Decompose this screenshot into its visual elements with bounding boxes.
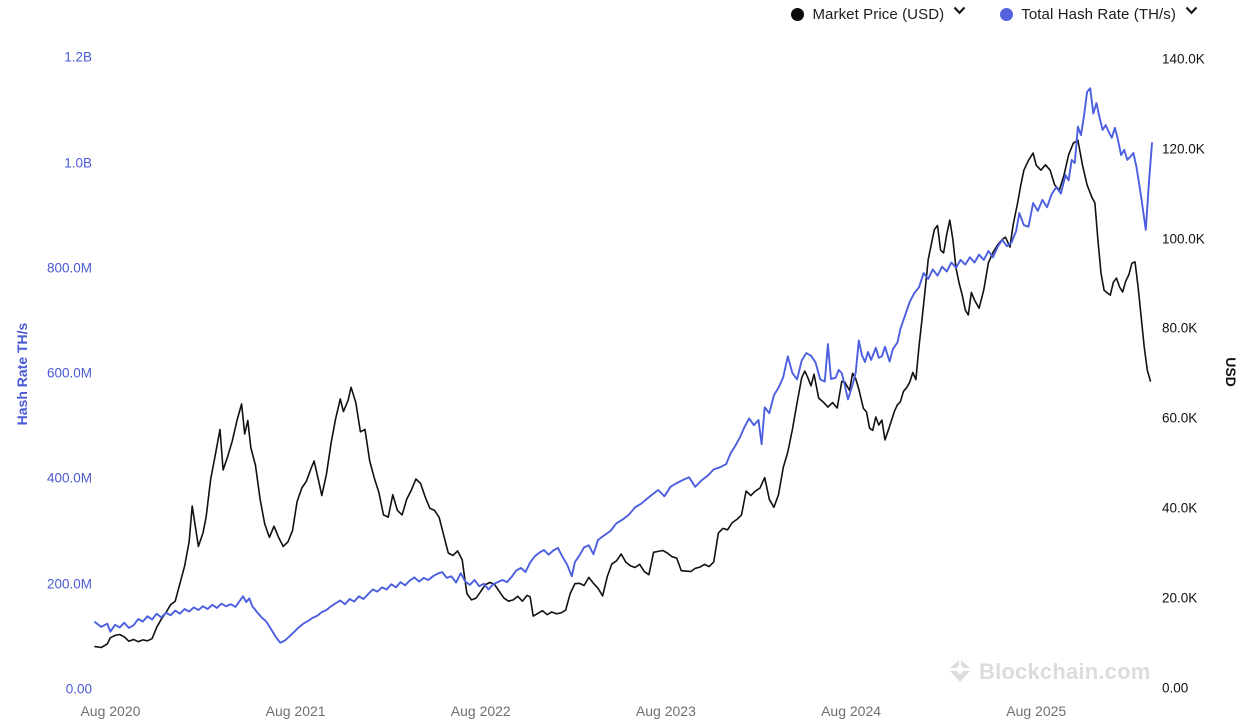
right-axis-tick: 80.0K <box>1162 320 1198 336</box>
legend-item-hash-rate[interactable]: Total Hash Rate (TH/s) <box>1000 6 1198 23</box>
x-axis-tick: Aug 2023 <box>635 703 696 719</box>
right-axis-tick: 40.0K <box>1162 500 1198 516</box>
x-axis-tick: Aug 2022 <box>450 703 511 719</box>
right-axis-tick: 120.0K <box>1162 141 1205 157</box>
chart-legend: Market Price (USD) Total Hash Rate (TH/s… <box>791 6 1198 23</box>
right-axis-tick: 140.0K <box>1162 51 1205 67</box>
hash-rate-line[interactable] <box>94 87 1153 644</box>
hash-rate-series-dot-icon <box>1000 8 1014 21</box>
x-axis-tick: Aug 2020 <box>80 703 141 719</box>
x-axis-tick: Aug 2025 <box>1006 703 1067 719</box>
left-axis-tick: 0.00 <box>65 681 92 697</box>
right-axis-tick: 20.0K <box>1162 590 1198 606</box>
legend-item-market-price[interactable]: Market Price (USD) <box>791 6 966 23</box>
watermark-text: Blockchain.com <box>979 659 1151 684</box>
left-axis-tick: 1.2B <box>64 49 92 65</box>
x-axis-tick: Aug 2021 <box>265 703 326 719</box>
left-axis-tick: 400.0M <box>46 470 92 486</box>
right-axis-tick: 100.0K <box>1162 231 1205 246</box>
legend-label-market-price: Market Price (USD) <box>812 6 945 23</box>
watermark: Blockchain.com <box>948 659 1151 685</box>
chevron-down-icon[interactable] <box>1185 6 1198 15</box>
right-axis-tick: 0.00 <box>1162 680 1189 696</box>
right-axis-tick: 60.0K <box>1162 410 1198 426</box>
chevron-down-icon[interactable] <box>953 6 966 15</box>
market-price-series-dot-icon <box>791 8 805 21</box>
left-axis-tick: 200.0M <box>46 576 92 592</box>
market-price-line[interactable] <box>94 139 1152 649</box>
blockchain-logo-icon <box>950 660 970 682</box>
x-axis-tick: Aug 2024 <box>821 703 882 719</box>
right-axis-title: USD <box>1223 357 1239 387</box>
legend-label-hash-rate: Total Hash Rate (TH/s) <box>1021 6 1176 23</box>
left-axis-tick: 800.0M <box>46 260 92 276</box>
left-axis-tick: 600.0M <box>46 365 92 381</box>
left-axis-tick: 1.0B <box>64 155 92 170</box>
